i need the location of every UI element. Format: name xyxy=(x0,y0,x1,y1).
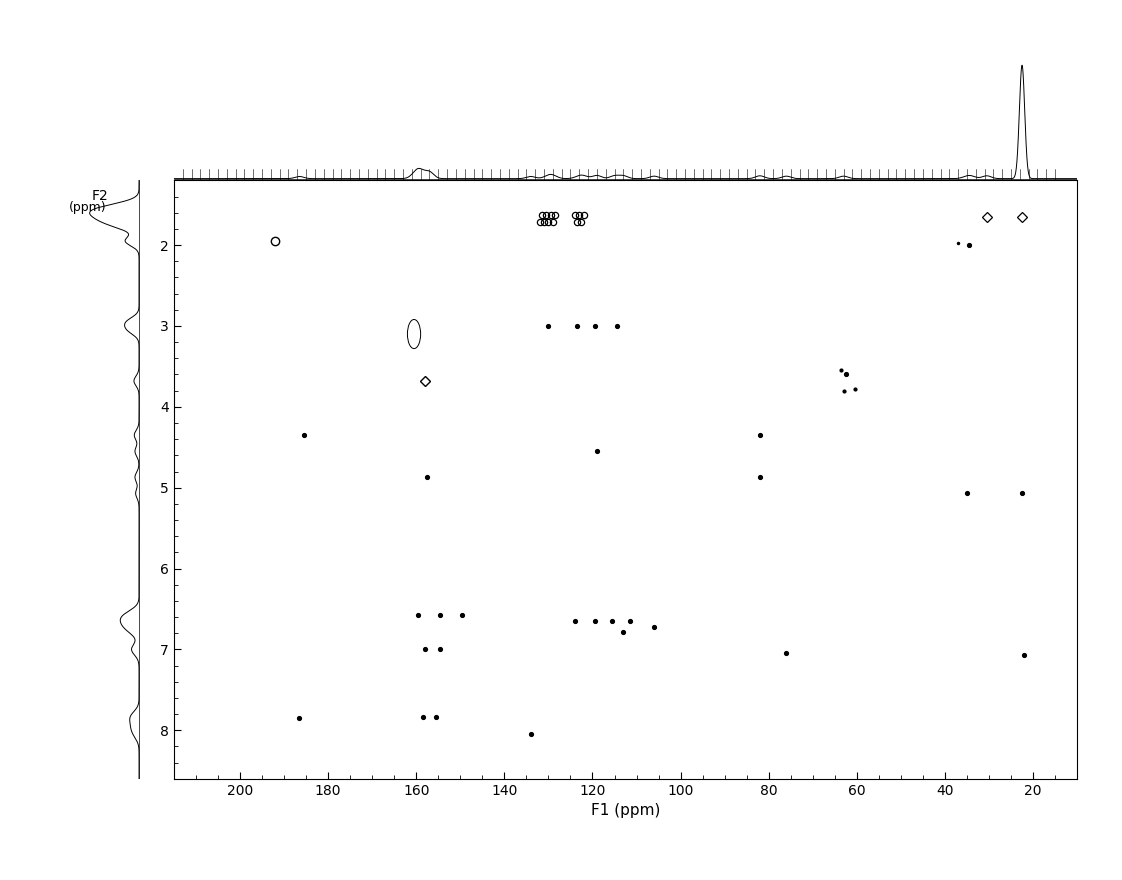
X-axis label: F1 (ppm): F1 (ppm) xyxy=(591,803,660,818)
Text: F2: F2 xyxy=(91,189,108,203)
Text: (ppm): (ppm) xyxy=(70,202,107,215)
